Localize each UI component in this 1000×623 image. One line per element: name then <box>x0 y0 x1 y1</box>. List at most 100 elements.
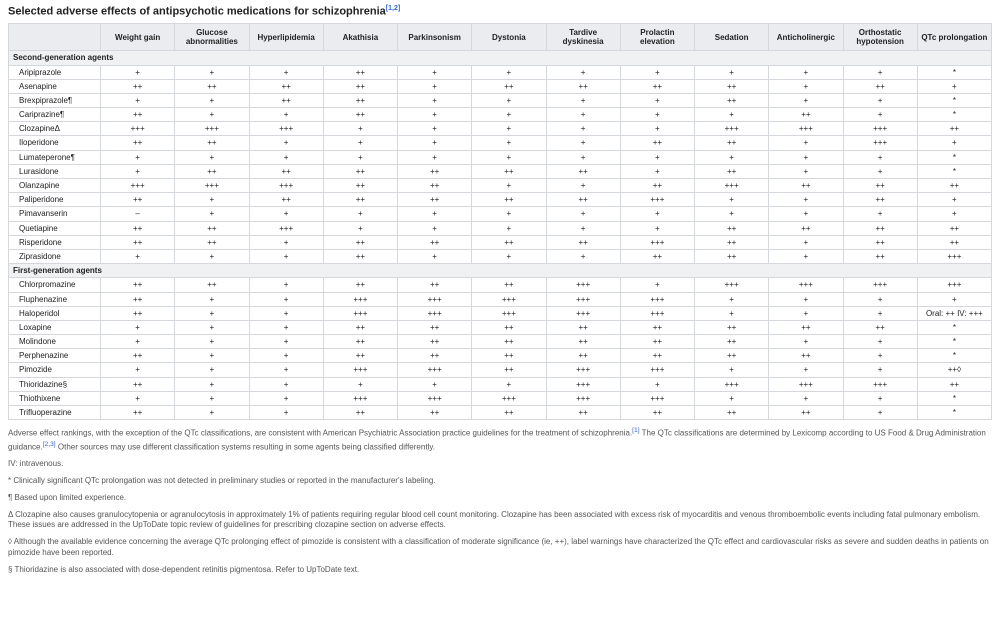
cell: ++ <box>695 406 769 420</box>
cell: + <box>917 79 991 93</box>
cell: + <box>769 164 843 178</box>
cell: + <box>249 249 323 263</box>
cell: +++ <box>398 363 472 377</box>
cell: ++ <box>843 179 917 193</box>
cell: + <box>769 363 843 377</box>
col-header: Glucose abnormalities <box>175 23 249 50</box>
table-row: Quetiapine++++++++++++++++++++ <box>9 221 992 235</box>
cell: + <box>917 207 991 221</box>
cell: ++ <box>101 235 175 249</box>
cell: * <box>917 164 991 178</box>
cell: ++ <box>695 349 769 363</box>
cell: + <box>175 65 249 79</box>
drug-name: Lumateperone¶ <box>9 150 101 164</box>
cell: ++ <box>472 164 546 178</box>
cell: + <box>769 193 843 207</box>
cell: ++ <box>695 320 769 334</box>
footnote: ◊ Although the available evidence concer… <box>8 537 992 559</box>
cell: + <box>620 377 694 391</box>
cell: + <box>398 79 472 93</box>
cell: ++ <box>175 221 249 235</box>
cell: +++ <box>546 292 620 306</box>
cell: +++ <box>917 249 991 263</box>
cell: + <box>398 136 472 150</box>
cell: * <box>917 406 991 420</box>
cell: +++ <box>843 377 917 391</box>
cell: + <box>175 335 249 349</box>
cell: +++ <box>323 306 397 320</box>
cell: ++ <box>695 235 769 249</box>
col-header: Tardive dyskinesia <box>546 23 620 50</box>
cell: + <box>620 278 694 292</box>
cell: +++ <box>323 292 397 306</box>
cell: + <box>249 278 323 292</box>
cell: + <box>249 377 323 391</box>
cell: +++ <box>620 363 694 377</box>
col-header: Hyperlipidemia <box>249 23 323 50</box>
cell: ++ <box>769 349 843 363</box>
table-row: Thiothixene+++++++++++++++++++++* <box>9 391 992 405</box>
cell: ++ <box>101 278 175 292</box>
cell: ++ <box>101 108 175 122</box>
cell: ++ <box>323 249 397 263</box>
cell: * <box>917 320 991 334</box>
footnote: § Thioridazine is also associated with d… <box>8 565 992 576</box>
cell: ++ <box>843 249 917 263</box>
cell: + <box>546 179 620 193</box>
cell: ++ <box>472 320 546 334</box>
cell: ++ <box>472 406 546 420</box>
cell: – <box>101 207 175 221</box>
cell: + <box>398 65 472 79</box>
drug-name: Iloperidone <box>9 136 101 150</box>
cell: ++ <box>472 235 546 249</box>
drug-name: Molindone <box>9 335 101 349</box>
cell: + <box>472 108 546 122</box>
cell: + <box>769 65 843 79</box>
cell: ++ <box>101 193 175 207</box>
cell: + <box>101 93 175 107</box>
cell: ++ <box>101 349 175 363</box>
cell: ++ <box>249 164 323 178</box>
cell: ++ <box>323 65 397 79</box>
cell: + <box>323 377 397 391</box>
cell: + <box>620 221 694 235</box>
cell: + <box>472 179 546 193</box>
cell: + <box>398 207 472 221</box>
table-row: Pimavanserin–+++++++++++ <box>9 207 992 221</box>
cell: +++ <box>546 278 620 292</box>
cell: ++ <box>620 179 694 193</box>
drug-name: ClozapineΔ <box>9 122 101 136</box>
cell: + <box>620 65 694 79</box>
cell: * <box>917 150 991 164</box>
footnote: IV: intravenous. <box>8 459 992 470</box>
cell: ++ <box>323 235 397 249</box>
cell: + <box>101 164 175 178</box>
cell: + <box>843 391 917 405</box>
table-row: Cariprazine¶++++++++++++++* <box>9 108 992 122</box>
drug-name: Ziprasidone <box>9 249 101 263</box>
cell: ++ <box>917 221 991 235</box>
title-refs: [1,2] <box>386 5 400 12</box>
cell: ++ <box>398 320 472 334</box>
table-row: Lumateperone¶+++++++++++* <box>9 150 992 164</box>
cell: + <box>472 136 546 150</box>
cell: + <box>843 207 917 221</box>
cell: + <box>398 377 472 391</box>
cell: ++ <box>917 235 991 249</box>
cell: +++ <box>843 122 917 136</box>
table-row: Ziprasidone++++++++++++++++++ <box>9 249 992 263</box>
cell: ++ <box>323 79 397 93</box>
cell: +++ <box>769 278 843 292</box>
cell: ++ <box>398 406 472 420</box>
table-row: Lurasidone++++++++++++++++++* <box>9 164 992 178</box>
cell: ++ <box>695 221 769 235</box>
cell: + <box>249 320 323 334</box>
cell: ++ <box>323 108 397 122</box>
cell: + <box>249 150 323 164</box>
cell: ++ <box>101 406 175 420</box>
cell: ++ <box>695 335 769 349</box>
cell: + <box>175 349 249 363</box>
cell: + <box>175 207 249 221</box>
cell: + <box>249 335 323 349</box>
adverse-effects-table: Weight gainGlucose abnormalitiesHyperlip… <box>8 23 992 420</box>
